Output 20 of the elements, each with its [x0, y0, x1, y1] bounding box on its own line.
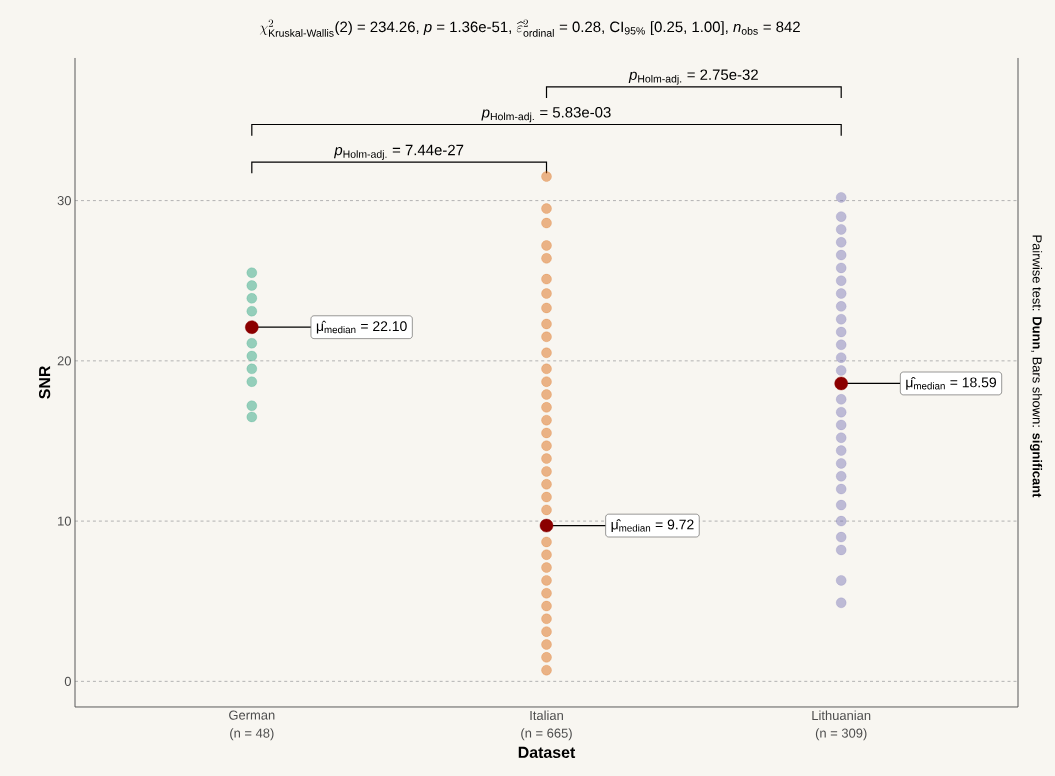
- chart-title: $\chi^{2}_{\text{Kruskal-Wallis}}\text{(2) = 234.26, }\textit{p}\text{ = 1.36e-51, }\widehat{\varepsilon}^{2}_{\text{ordinal}}\text{ = 0.28, CI}_{\text{95\%}}\text{ [0.25, 1.00], }\textit{n}_{\text{obs}}\text{ = 842}$: [259, 19, 800, 37]
- annotation: p$_{Holm-adj.}$ = 2.75e-32: [628, 69, 758, 85]
- x-tick-label: Lithuanian: [812, 710, 871, 721]
- annotation: p$_{Holm-adj.}$ = 5.83e-03: [481, 107, 611, 123]
- x-tick-label: German: [229, 710, 275, 720]
- text: (n = 48): [230, 728, 274, 741]
- text: (n = 665): [521, 728, 572, 741]
- annotation: μ̂$_{median}$ = 18.59: [906, 377, 997, 390]
- y-tick-label: 10: [58, 516, 71, 526]
- annotation: μ̂$_{median}$ = 9.72: [611, 519, 694, 532]
- text: Pairwise test: Dunn, Bars shown: significant: [1029, 235, 1043, 498]
- y-axis-title: SNR: [38, 365, 51, 399]
- x-tick-label: Italian: [530, 710, 563, 721]
- y-tick-label: 30: [57, 196, 71, 206]
- x-axis-title: Dataset: [518, 746, 576, 758]
- text: (n = 309): [815, 728, 867, 741]
- annotation: p$_{Holm-adj.}$ = 7.44e-27: [333, 144, 464, 160]
- y-tick-label: 0: [64, 676, 71, 686]
- annotation: μ̂$_{median}$ = 22.10: [316, 320, 407, 334]
- y-tick-label: 20: [57, 356, 71, 366]
